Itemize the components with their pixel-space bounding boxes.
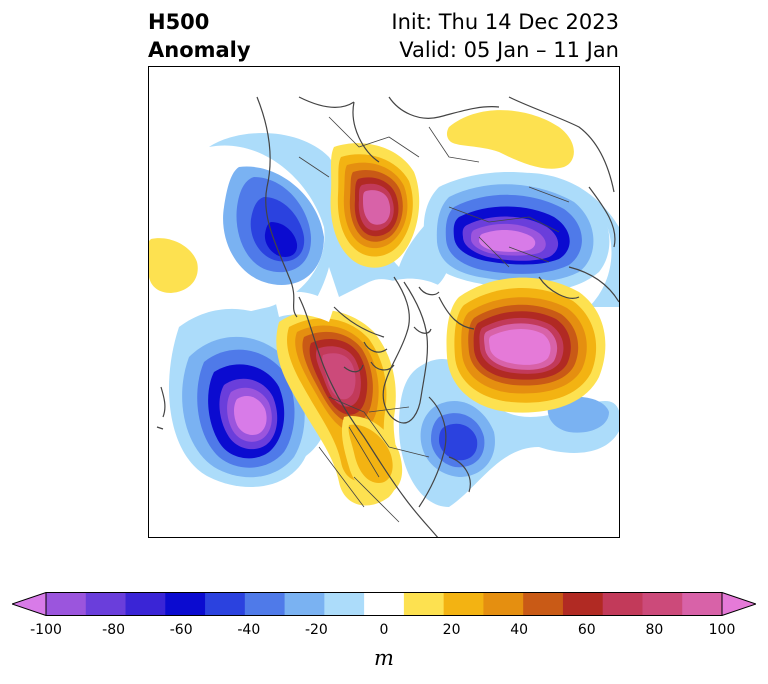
colorbar-tick-label: 0 <box>379 622 389 638</box>
colorbar-segment <box>682 592 723 616</box>
colorbar-segment <box>562 592 604 616</box>
contour-dark-blue-east <box>439 423 478 461</box>
colorbar-segments <box>12 592 756 616</box>
colorbar-ticks: -100 -80 -60 -40 -20 0 20 40 60 80 100 <box>0 622 768 642</box>
colorbar-segment <box>284 592 325 616</box>
colorbar-segment <box>443 592 484 616</box>
contour-gold-na <box>348 424 393 483</box>
valid-dates: Valid: 05 Jan – 11 Jan <box>399 38 619 62</box>
colorbar-segment <box>483 592 524 616</box>
colorbar-tick-label: 100 <box>708 622 736 638</box>
contour-pink-pacific-core <box>234 395 267 435</box>
title-line-1: H500 <box>148 10 210 34</box>
colorbar-tick-label: 20 <box>442 622 461 638</box>
coast-north-america <box>298 296 471 537</box>
colorbar-segment <box>403 592 445 616</box>
contour-yellow-west <box>149 238 198 293</box>
coast-europe <box>438 186 619 330</box>
coastlines <box>156 96 619 537</box>
colorbar-tick-label: -100 <box>30 622 62 638</box>
colorbar-tick-label: -40 <box>237 622 261 638</box>
contour-rose-alaska <box>322 353 356 400</box>
colorbar-segment <box>364 592 405 616</box>
coast-islands <box>156 286 440 430</box>
colorbar-segment <box>125 592 166 616</box>
colorbar-segment <box>602 592 643 616</box>
colorbar-segment <box>244 592 286 616</box>
colorbar-tick-label: 80 <box>645 622 664 638</box>
borders-north-america <box>318 396 430 523</box>
borders-eurasia <box>298 116 570 268</box>
colorbar-segment <box>523 592 564 616</box>
colorbar-segment <box>324 592 365 616</box>
anomaly-map <box>148 66 620 538</box>
colorbar-outline <box>45 592 723 616</box>
white-gap-arctic <box>389 278 449 307</box>
init-date: Init: Thu 14 Dec 2023 <box>391 10 619 34</box>
colorbar-tick-label: -80 <box>102 622 126 638</box>
contour-yellow-asia <box>446 110 574 169</box>
colorbar-tick-label: -20 <box>304 622 328 638</box>
title-line-2: Anomaly <box>148 38 251 62</box>
colorbar-segment <box>85 592 127 616</box>
colorbar-extend-min <box>12 592 47 616</box>
forecast-dates: Init: Thu 14 Dec 2023 Valid: 05 Jan – 11… <box>391 8 619 64</box>
coast-asia <box>256 96 615 318</box>
contour-pink-atlantic-core <box>489 328 551 365</box>
colorbar-tick-label: 60 <box>577 622 596 638</box>
white-gap-bering <box>274 291 334 322</box>
colorbar-tick-label: -60 <box>169 622 193 638</box>
colorbar-tick-label: 40 <box>510 622 529 638</box>
anomaly-map-svg <box>149 96 619 537</box>
colorbar-segment <box>642 592 683 616</box>
map-title: H500 Anomaly <box>148 8 251 64</box>
contour-rose-greenland <box>363 190 391 225</box>
anomaly-contours <box>149 110 619 507</box>
colorbar-unit: m <box>374 646 394 670</box>
colorbar <box>12 592 756 616</box>
colorbar-segment <box>165 592 206 616</box>
colorbar-extend-max <box>721 592 756 616</box>
colorbar-segment <box>46 592 87 616</box>
contour-dark-blue-west-core <box>264 222 298 257</box>
contour-pink-siberia-core <box>479 230 536 252</box>
coast-greenland <box>382 276 429 424</box>
colorbar-segment <box>205 592 246 616</box>
